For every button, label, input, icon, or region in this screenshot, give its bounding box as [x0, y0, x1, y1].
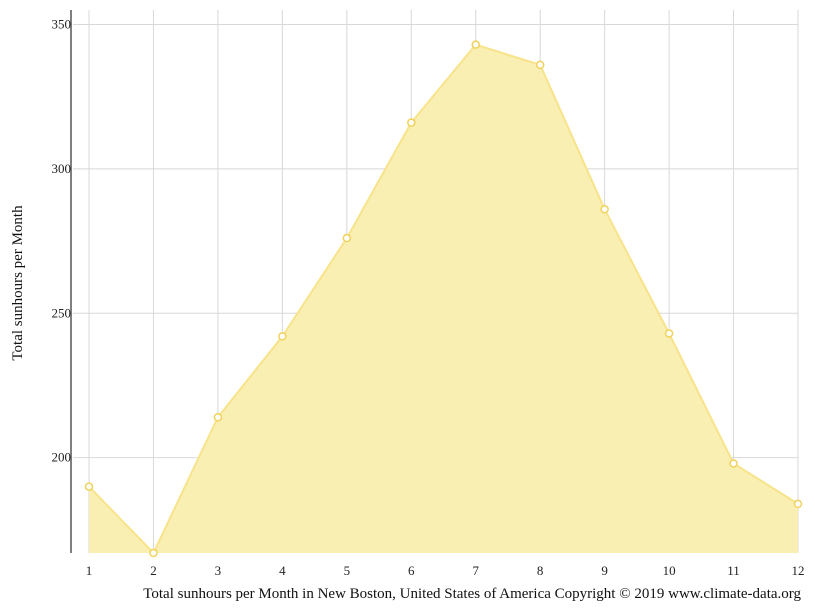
data-point-10	[664, 329, 674, 338]
sunhours-area	[89, 44, 798, 553]
y-tick-250: 250	[52, 305, 72, 320]
x-tick-7: 7	[472, 563, 479, 578]
x-tick-4: 4	[279, 563, 286, 578]
data-point-5	[342, 233, 352, 243]
x-tick-3: 3	[215, 563, 222, 578]
data-point-7	[471, 40, 480, 49]
x-tick-2: 2	[150, 563, 157, 578]
y-tick-300: 300	[52, 161, 72, 176]
x-tick-10: 10	[663, 563, 676, 578]
x-tick-1: 1	[86, 563, 93, 578]
x-tick-12: 12	[792, 563, 805, 578]
data-point-2	[149, 548, 158, 558]
x-tick-6: 6	[408, 563, 415, 578]
data-points	[84, 40, 803, 558]
data-point-11	[729, 459, 738, 468]
y-axis-title: Total sunhours per Month	[10, 205, 26, 361]
data-point-3	[213, 413, 223, 422]
data-point-6	[407, 118, 416, 127]
chart-caption: Total sunhours per Month in New Boston, …	[143, 586, 801, 602]
data-point-12	[793, 499, 803, 509]
x-tick-labels: 1 2 3 4 5 6 7 8 9 10 11 12	[86, 563, 805, 578]
data-point-8	[535, 60, 545, 70]
y-tick-labels: 200 250 300 350	[52, 16, 72, 464]
y-tick-350: 350	[52, 16, 72, 31]
data-point-1	[84, 482, 94, 491]
y-tick-200: 200	[52, 450, 72, 465]
data-point-9	[600, 205, 609, 214]
x-tick-11: 11	[727, 563, 740, 578]
x-tick-8: 8	[537, 563, 544, 578]
data-point-4	[278, 332, 287, 341]
sunhours-line	[88, 43, 799, 555]
x-tick-5: 5	[344, 563, 351, 578]
x-tick-9: 9	[601, 563, 608, 578]
